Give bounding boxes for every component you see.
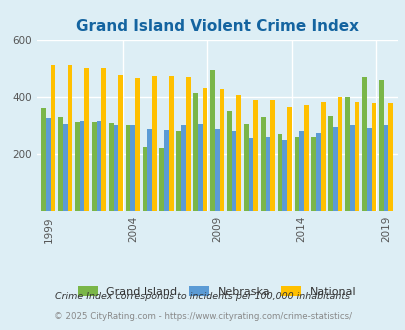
Bar	[320, 102, 325, 211]
Bar	[41, 108, 46, 211]
Bar	[311, 137, 315, 211]
Bar	[260, 117, 265, 211]
Bar	[96, 121, 101, 211]
Bar	[315, 133, 320, 211]
Bar	[286, 107, 291, 211]
Bar	[236, 95, 241, 211]
Text: Crime Index corresponds to incidents per 100,000 inhabitants: Crime Index corresponds to incidents per…	[55, 292, 350, 301]
Bar	[332, 127, 337, 211]
Legend: Grand Island, Nebraska, National: Grand Island, Nebraska, National	[73, 282, 360, 302]
Title: Grand Island Violent Crime Index: Grand Island Violent Crime Index	[75, 19, 358, 34]
Bar	[193, 92, 198, 211]
Bar	[388, 103, 392, 211]
Bar	[118, 75, 123, 211]
Bar	[135, 78, 140, 211]
Bar	[344, 97, 349, 211]
Bar	[68, 65, 72, 211]
Bar	[294, 137, 298, 211]
Bar	[151, 76, 156, 211]
Bar	[231, 131, 236, 211]
Bar	[265, 137, 270, 211]
Bar	[147, 129, 151, 211]
Text: © 2025 CityRating.com - https://www.cityrating.com/crime-statistics/: © 2025 CityRating.com - https://www.city…	[54, 312, 351, 321]
Bar	[176, 131, 181, 211]
Bar	[378, 80, 383, 211]
Bar	[202, 88, 207, 211]
Bar	[75, 122, 79, 211]
Bar	[303, 105, 308, 211]
Bar	[51, 65, 55, 211]
Bar	[361, 77, 366, 211]
Bar	[210, 70, 214, 211]
Bar	[383, 125, 388, 211]
Bar	[164, 130, 168, 211]
Bar	[181, 125, 185, 211]
Bar	[214, 129, 219, 211]
Bar	[219, 89, 224, 211]
Bar	[198, 124, 202, 211]
Bar	[282, 140, 286, 211]
Bar	[130, 125, 135, 211]
Bar	[168, 76, 173, 211]
Bar	[248, 138, 253, 211]
Bar	[328, 116, 332, 211]
Bar	[298, 131, 303, 211]
Bar	[349, 125, 354, 211]
Bar	[270, 100, 274, 211]
Bar	[354, 102, 358, 211]
Bar	[277, 134, 282, 211]
Bar	[58, 117, 63, 211]
Bar	[46, 118, 51, 211]
Bar	[253, 100, 258, 211]
Bar	[243, 124, 248, 211]
Bar	[63, 124, 68, 211]
Bar	[79, 121, 84, 211]
Bar	[371, 103, 375, 211]
Bar	[84, 68, 89, 211]
Bar	[113, 125, 118, 211]
Bar	[185, 77, 190, 211]
Bar	[92, 122, 96, 211]
Bar	[159, 148, 164, 211]
Bar	[126, 124, 130, 211]
Bar	[109, 122, 113, 211]
Bar	[142, 147, 147, 211]
Bar	[337, 97, 342, 211]
Bar	[226, 111, 231, 211]
Bar	[101, 68, 106, 211]
Bar	[366, 128, 371, 211]
